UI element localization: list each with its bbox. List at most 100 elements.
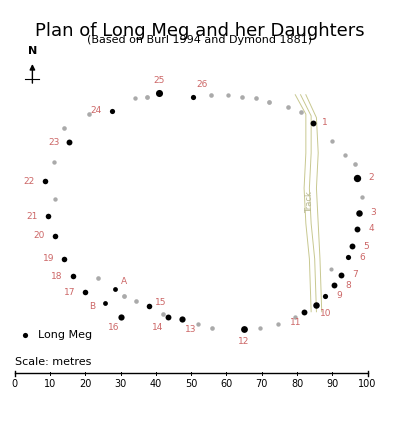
Text: 6: 6 xyxy=(360,253,365,261)
Point xyxy=(133,297,140,304)
Point xyxy=(331,282,337,289)
Point xyxy=(322,292,328,299)
Point xyxy=(94,275,101,282)
Point xyxy=(160,310,166,317)
Point xyxy=(156,89,163,96)
Text: 10: 10 xyxy=(320,309,331,318)
Text: 10: 10 xyxy=(44,379,56,389)
Point xyxy=(342,151,348,158)
Text: 100: 100 xyxy=(358,379,377,389)
Point xyxy=(354,225,360,232)
Text: N: N xyxy=(28,46,37,56)
Text: 90: 90 xyxy=(326,379,338,389)
Text: 80: 80 xyxy=(291,379,303,389)
Point xyxy=(70,273,76,280)
Text: 17: 17 xyxy=(64,288,75,297)
Point xyxy=(354,174,360,181)
Point xyxy=(257,324,263,331)
Point xyxy=(146,303,152,310)
Text: 2: 2 xyxy=(368,173,374,182)
Text: 24: 24 xyxy=(90,106,102,115)
Text: 19: 19 xyxy=(42,254,54,263)
Text: 8: 8 xyxy=(345,281,351,290)
Text: 60: 60 xyxy=(220,379,232,389)
Text: 30: 30 xyxy=(114,379,127,389)
Point xyxy=(108,107,115,114)
Text: 20: 20 xyxy=(79,379,92,389)
Point xyxy=(225,91,232,98)
Text: Plan of Long Meg and her Daughters: Plan of Long Meg and her Daughters xyxy=(35,22,365,40)
Text: 11: 11 xyxy=(290,318,301,327)
Text: 22: 22 xyxy=(23,177,34,186)
Text: 3: 3 xyxy=(370,209,376,217)
Point xyxy=(338,271,344,278)
Text: 16: 16 xyxy=(108,323,119,332)
Text: 15: 15 xyxy=(156,298,167,308)
Point xyxy=(313,301,320,308)
Point xyxy=(266,98,272,105)
Text: B: B xyxy=(89,302,96,311)
Point xyxy=(45,213,52,220)
Point xyxy=(356,209,362,216)
Point xyxy=(253,95,260,102)
Point xyxy=(165,314,172,321)
Point xyxy=(50,158,57,165)
Point xyxy=(352,160,358,167)
Text: 12: 12 xyxy=(238,337,250,346)
Text: 26: 26 xyxy=(196,80,208,88)
Point xyxy=(359,194,366,201)
Text: 0: 0 xyxy=(12,379,18,389)
Text: 40: 40 xyxy=(150,379,162,389)
Text: A: A xyxy=(121,277,127,286)
Point xyxy=(61,125,67,132)
Point xyxy=(66,139,73,146)
Text: 18: 18 xyxy=(51,272,63,281)
Text: Track: Track xyxy=(305,191,314,213)
Point xyxy=(86,110,92,117)
Point xyxy=(292,314,298,321)
Text: Scale: metres: Scale: metres xyxy=(15,357,91,367)
Point xyxy=(241,326,247,333)
Text: 5: 5 xyxy=(363,242,369,251)
Point xyxy=(301,308,307,315)
Text: 70: 70 xyxy=(256,379,268,389)
Point xyxy=(345,253,351,260)
Point xyxy=(42,178,48,185)
Point xyxy=(310,119,316,126)
Text: Long Meg: Long Meg xyxy=(38,330,92,340)
Text: 7: 7 xyxy=(352,270,358,279)
Point xyxy=(285,103,292,110)
Point xyxy=(207,91,214,98)
Point xyxy=(239,93,246,100)
Point xyxy=(144,93,150,100)
Text: 23: 23 xyxy=(48,138,59,147)
Point xyxy=(209,324,216,331)
Text: 9: 9 xyxy=(336,291,342,301)
Point xyxy=(179,315,186,323)
Point xyxy=(52,232,58,239)
Point xyxy=(112,285,118,292)
Text: 14: 14 xyxy=(152,323,163,332)
Point xyxy=(274,321,281,328)
Point xyxy=(121,292,127,299)
Point xyxy=(118,314,124,321)
Text: 20: 20 xyxy=(34,231,45,240)
Text: (Based on Burl 1994 and Dymond 1881): (Based on Burl 1994 and Dymond 1881) xyxy=(88,35,312,45)
Point xyxy=(61,255,67,262)
Point xyxy=(297,109,304,116)
Point xyxy=(102,299,108,306)
Text: 1: 1 xyxy=(322,118,328,128)
Point xyxy=(82,289,88,296)
Text: 13: 13 xyxy=(186,325,197,334)
Point xyxy=(190,93,196,100)
Text: 4: 4 xyxy=(368,224,374,233)
Text: 21: 21 xyxy=(27,212,38,221)
Point xyxy=(327,266,334,273)
Point xyxy=(329,137,336,144)
Text: 25: 25 xyxy=(154,76,165,85)
Text: 50: 50 xyxy=(185,379,197,389)
Point xyxy=(52,195,58,202)
Point xyxy=(132,95,138,102)
Point xyxy=(195,321,202,328)
Point xyxy=(22,331,28,338)
